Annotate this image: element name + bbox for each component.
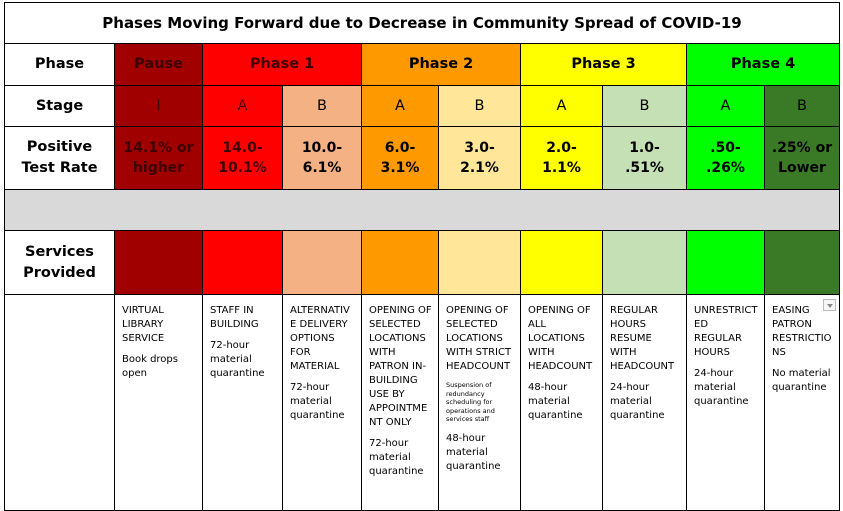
- service-cell: VIRTUAL LIBRARY SERVICE Book drops open: [114, 294, 203, 511]
- service-cell: EASING PATRON RESTRICTIONS No material qu…: [764, 294, 840, 511]
- rate-cell: 10.0- 6.1%: [282, 126, 362, 190]
- phase-3: Phase 3: [520, 43, 687, 86]
- service-cell: OPENING OF SELECTED LOCATIONS WITH PATRO…: [361, 294, 439, 511]
- rate-row-label: Positive Test Rate: [4, 126, 115, 190]
- rate-cell: 14.1% or higher: [114, 126, 203, 190]
- empty-label-cell: [4, 294, 115, 511]
- phase-pause: Pause: [114, 43, 203, 86]
- phase-2: Phase 2: [361, 43, 521, 86]
- rate-cell: .50- .26%: [686, 126, 765, 190]
- services-color-cell: [361, 230, 439, 295]
- table-title: Phases Moving Forward due to Decrease in…: [4, 2, 840, 44]
- services-color-cell: [438, 230, 521, 295]
- rate-cell: 3.0- 2.1%: [438, 126, 521, 190]
- rate-cell: 2.0- 1.1%: [520, 126, 603, 190]
- stage-cell: A: [361, 85, 439, 127]
- phases-table: Phases Moving Forward due to Decrease in…: [4, 2, 840, 511]
- stage-row-label: Stage: [4, 85, 115, 127]
- filter-dropdown-icon[interactable]: [823, 299, 836, 311]
- services-color-cell: [686, 230, 765, 295]
- services-color-cell: [282, 230, 362, 295]
- services-color-cell: [202, 230, 283, 295]
- stage-cell: A: [686, 85, 765, 127]
- stage-cell: B: [438, 85, 521, 127]
- rate-cell: .25% or Lower: [764, 126, 840, 190]
- service-cell: STAFF IN BUILDING 72-hour material quaran…: [202, 294, 283, 511]
- stage-cell: B: [282, 85, 362, 127]
- phase-4: Phase 4: [686, 43, 840, 86]
- stage-cell: B: [764, 85, 840, 127]
- stage-cell: A: [202, 85, 283, 127]
- rate-cell: 14.0- 10.1%: [202, 126, 283, 190]
- service-cell: OPENING OF SELECTED LOCATIONS WITH STRIC…: [438, 294, 521, 511]
- stage-cell: I: [114, 85, 203, 127]
- services-color-cell: [764, 230, 840, 295]
- service-cell: ALTERNATIVE DELIVERY OPTIONS FOR MATERIA…: [282, 294, 362, 511]
- rate-cell: 1.0- .51%: [602, 126, 687, 190]
- rate-cell: 6.0- 3.1%: [361, 126, 439, 190]
- service-cell: REGULAR HOURS RESUME WITH HEADCOUNT 24-ho…: [602, 294, 687, 511]
- spacer-row: [4, 189, 840, 231]
- services-color-cell: [520, 230, 603, 295]
- service-cell: UNRESTRICTED REGULAR HOURS 24-hour materi…: [686, 294, 765, 511]
- stage-cell: A: [520, 85, 603, 127]
- services-color-cell: [602, 230, 687, 295]
- services-color-cell: [114, 230, 203, 295]
- service-cell: OPENING OF ALL LOCATIONS WITH HEADCOUNT 4…: [520, 294, 603, 511]
- stage-cell: B: [602, 85, 687, 127]
- phase-1: Phase 1: [202, 43, 362, 86]
- phase-row-label: Phase: [4, 43, 115, 86]
- services-row-label: Services Provided: [4, 230, 115, 295]
